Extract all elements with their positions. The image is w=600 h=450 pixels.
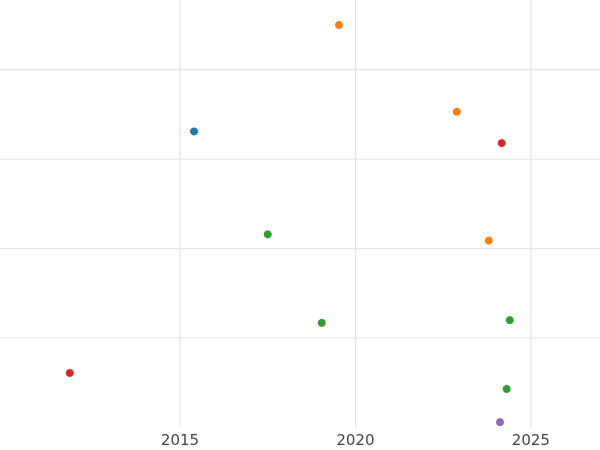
point — [190, 127, 199, 136]
x-tick-label: 2015 — [161, 431, 199, 449]
x-tick-label: 2025 — [512, 431, 550, 449]
point — [497, 139, 506, 148]
point — [65, 368, 74, 377]
point — [502, 385, 511, 394]
point — [263, 230, 272, 239]
point — [484, 236, 493, 245]
point — [452, 107, 461, 116]
point — [334, 21, 343, 30]
point — [317, 318, 326, 327]
x-tick-label: 2020 — [336, 431, 374, 449]
point — [496, 418, 504, 427]
point — [505, 316, 514, 325]
